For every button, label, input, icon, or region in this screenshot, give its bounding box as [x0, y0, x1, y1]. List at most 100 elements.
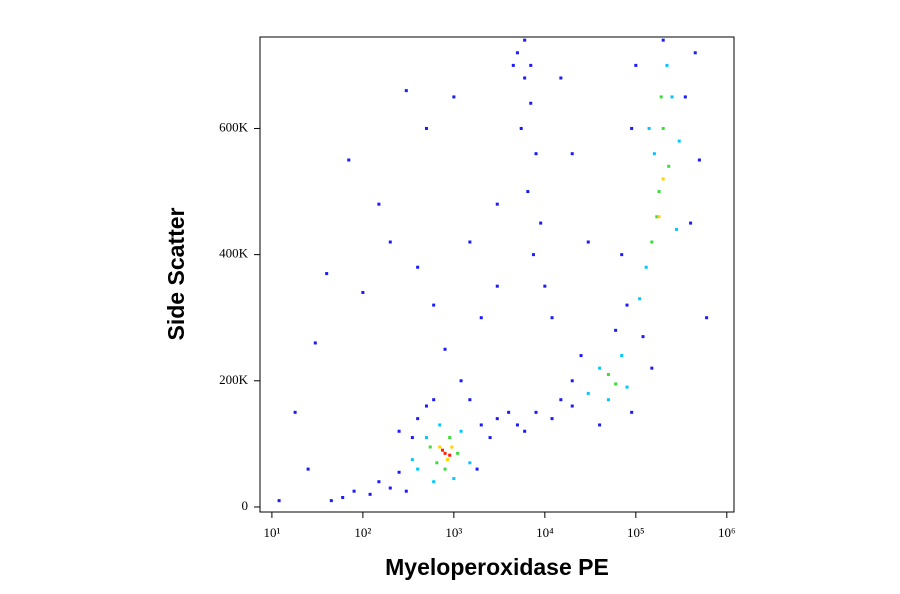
point [689, 221, 693, 225]
point [377, 202, 381, 206]
point [368, 492, 372, 496]
point [456, 451, 460, 455]
point [614, 328, 618, 332]
point [424, 126, 428, 130]
point [459, 379, 463, 383]
point [650, 366, 654, 370]
point [598, 366, 602, 370]
point [652, 152, 656, 156]
point [523, 38, 527, 42]
point [443, 347, 447, 351]
y-tick-label: 200K [219, 372, 249, 387]
point [606, 398, 610, 402]
point [495, 417, 499, 421]
point [432, 480, 436, 484]
point [661, 126, 665, 130]
x-tick-label: 10¹ [263, 525, 280, 540]
point [665, 63, 669, 67]
point [559, 76, 563, 80]
point [448, 436, 452, 440]
point [559, 398, 563, 402]
y-tick-label: 600K [219, 119, 249, 134]
point [620, 253, 624, 257]
point [443, 451, 447, 455]
point [495, 284, 499, 288]
point [657, 190, 661, 194]
point [543, 284, 547, 288]
point [519, 126, 523, 130]
point [377, 480, 381, 484]
point [625, 303, 629, 307]
point [638, 297, 642, 301]
point [388, 240, 392, 244]
point [479, 423, 483, 427]
point [435, 461, 439, 465]
x-tick-label: 10⁶ [718, 525, 736, 540]
point [529, 63, 533, 67]
point [598, 423, 602, 427]
point [468, 398, 472, 402]
point [674, 227, 678, 231]
point [705, 316, 709, 320]
point [352, 489, 356, 493]
point [479, 316, 483, 320]
point [693, 51, 697, 55]
point [325, 272, 329, 276]
point [404, 489, 408, 493]
point [416, 417, 420, 421]
point [614, 382, 618, 386]
point [410, 458, 414, 462]
point [625, 385, 629, 389]
point [526, 190, 530, 194]
point [667, 164, 671, 168]
point [432, 303, 436, 307]
point [661, 177, 665, 181]
point [361, 290, 365, 294]
point [534, 410, 538, 414]
x-tick-label: 10⁴ [536, 525, 554, 540]
point [550, 417, 554, 421]
point [452, 95, 456, 99]
point [570, 404, 574, 408]
point [683, 95, 687, 99]
point [293, 410, 297, 414]
point [459, 429, 463, 433]
point [347, 158, 351, 162]
x-tick-label: 10² [354, 525, 371, 540]
point [488, 436, 492, 440]
point [410, 436, 414, 440]
point [550, 316, 554, 320]
point [539, 221, 543, 225]
point [511, 63, 515, 67]
point [650, 240, 654, 244]
plot-frame [259, 36, 735, 513]
point [452, 477, 456, 481]
point [277, 499, 281, 503]
point [586, 391, 590, 395]
point [570, 379, 574, 383]
point [579, 354, 583, 358]
point [397, 470, 401, 474]
point [661, 38, 665, 42]
point [341, 495, 345, 499]
point [306, 467, 310, 471]
point [468, 461, 472, 465]
point [630, 410, 634, 414]
point [570, 152, 574, 156]
point [586, 240, 590, 244]
point [432, 398, 436, 402]
point [677, 139, 681, 143]
point [495, 202, 499, 206]
point [644, 265, 648, 269]
point [630, 126, 634, 130]
point [647, 126, 651, 130]
point [534, 152, 538, 156]
point [657, 215, 661, 219]
point [655, 215, 659, 219]
point [450, 445, 454, 449]
point [424, 436, 428, 440]
point [313, 341, 317, 345]
point [416, 265, 420, 269]
point [428, 445, 432, 449]
point [440, 448, 444, 452]
